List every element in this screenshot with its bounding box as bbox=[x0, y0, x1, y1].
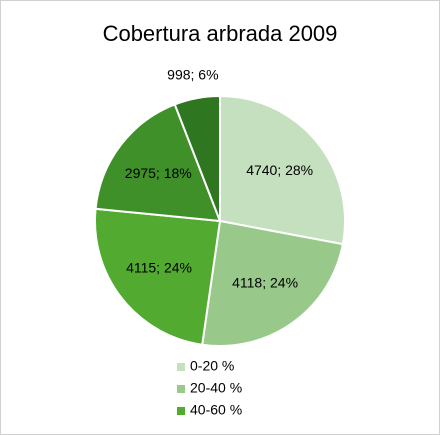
legend-swatch bbox=[177, 363, 185, 371]
data-label: 4115; 24% bbox=[126, 260, 192, 276]
legend-swatch bbox=[177, 385, 185, 393]
data-label: 4740; 28% bbox=[246, 162, 313, 178]
chart-title: Cobertura arbrada 2009 bbox=[103, 21, 338, 46]
pie-slice bbox=[173, 94, 221, 222]
legend-swatch bbox=[177, 407, 185, 415]
legend-label: 20-40 % bbox=[190, 380, 242, 396]
legend-label: 0-20 % bbox=[190, 358, 234, 374]
pie-slice bbox=[201, 219, 344, 347]
pie-slice bbox=[219, 94, 346, 246]
legend-label: 40-60 % bbox=[190, 402, 242, 418]
data-label: 2975; 18% bbox=[125, 165, 192, 181]
data-label: 998; 6% bbox=[167, 67, 218, 83]
pie-slice bbox=[94, 103, 222, 223]
pie-slice bbox=[94, 207, 222, 346]
data-label: 4118; 24% bbox=[232, 275, 298, 291]
